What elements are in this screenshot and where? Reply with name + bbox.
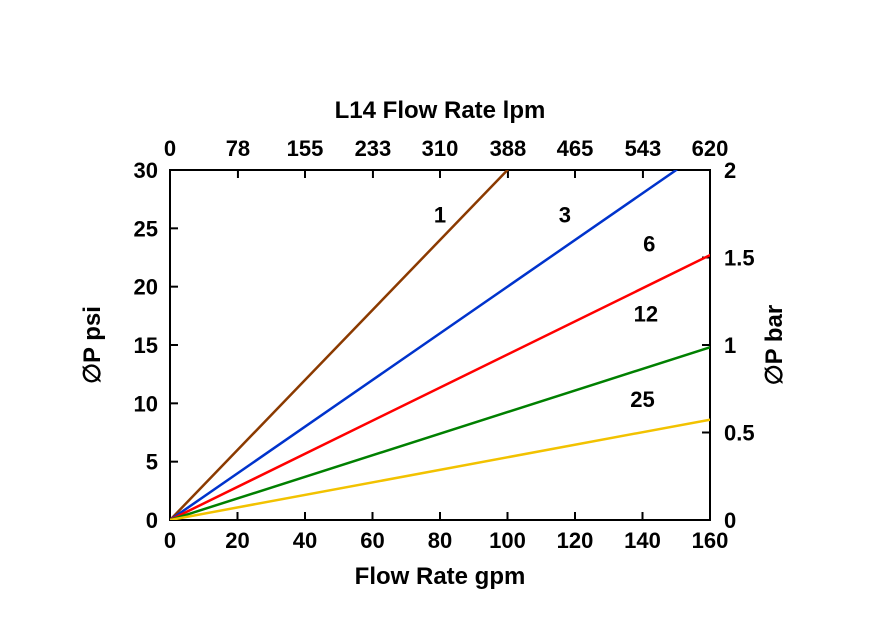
y-left-axis-label: ∅P psi [79, 306, 106, 384]
y-left-tick-label: 5 [146, 450, 158, 475]
y-left-tick-label: 10 [134, 391, 158, 416]
flowrate-chart: 020406080100120140160Flow Rate gpm078155… [0, 0, 874, 642]
x-bottom-tick-label: 40 [293, 528, 317, 553]
x-bottom-axis-label: Flow Rate gpm [355, 563, 526, 590]
x-top-tick-label: 310 [422, 136, 459, 161]
y-right-tick-label: 0 [724, 508, 736, 533]
x-top-tick-label: 0 [164, 136, 176, 161]
y-right-tick-label: 0.5 [724, 421, 755, 446]
series-label-6: 6 [643, 232, 655, 257]
x-top-tick-label: 620 [692, 136, 729, 161]
x-bottom-tick-label: 60 [360, 528, 384, 553]
series-label-12: 12 [634, 302, 658, 327]
x-top-tick-label: 543 [625, 136, 662, 161]
x-bottom-tick-label: 100 [489, 528, 526, 553]
y-right-axis-label: ∅P bar [761, 305, 788, 386]
y-right-tick-label: 1.5 [724, 246, 755, 271]
x-bottom-tick-label: 20 [225, 528, 249, 553]
chart-stage: 020406080100120140160Flow Rate gpm078155… [0, 0, 874, 642]
y-right-tick-label: 2 [724, 158, 736, 183]
x-bottom-tick-label: 140 [624, 528, 661, 553]
y-left-tick-label: 15 [134, 333, 158, 358]
x-top-tick-label: 465 [557, 136, 594, 161]
x-bottom-tick-label: 80 [428, 528, 452, 553]
y-left-tick-label: 20 [134, 275, 158, 300]
x-top-tick-label: 233 [355, 136, 392, 161]
chart-title: L14 Flow Rate lpm [335, 97, 546, 124]
x-top-tick-label: 155 [287, 136, 324, 161]
y-left-tick-label: 25 [134, 216, 158, 241]
y-left-tick-label: 0 [146, 508, 158, 533]
series-label-1: 1 [434, 203, 446, 228]
x-bottom-tick-label: 120 [557, 528, 594, 553]
y-right-tick-label: 1 [724, 333, 736, 358]
x-bottom-tick-label: 160 [692, 528, 729, 553]
x-top-tick-label: 78 [226, 136, 250, 161]
series-label-3: 3 [559, 203, 571, 228]
x-top-tick-label: 388 [490, 136, 527, 161]
series-label-25: 25 [630, 387, 654, 412]
y-left-tick-label: 30 [134, 158, 158, 183]
x-bottom-tick-label: 0 [164, 528, 176, 553]
